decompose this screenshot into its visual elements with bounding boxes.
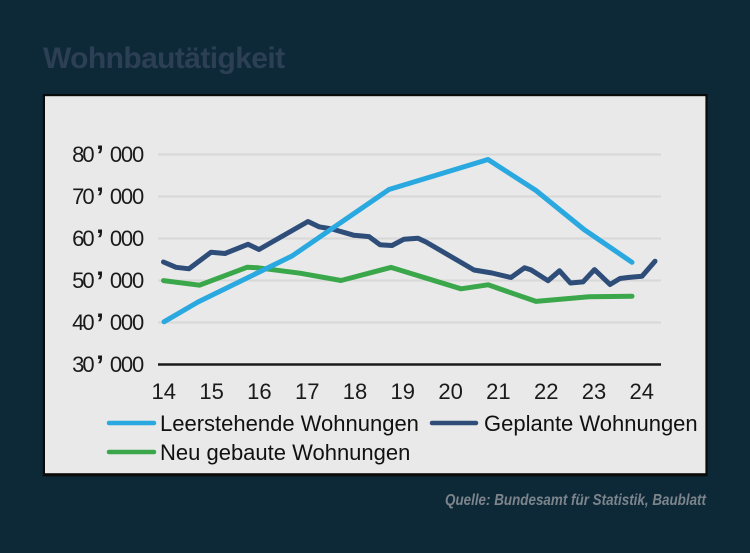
- svg-text:Leerstehende Wohnungen: Leerstehende Wohnungen: [160, 411, 419, 436]
- svg-text:70’000: 70’ 000: [72, 182, 144, 213]
- svg-text:80’000: 80’ 000: [72, 140, 144, 171]
- svg-text:22: 22: [534, 379, 558, 404]
- svg-text:50’000: 50’ 000: [72, 266, 144, 297]
- svg-text:Geplante Wohnungen: Geplante Wohnungen: [484, 411, 698, 436]
- svg-text:23: 23: [582, 379, 606, 404]
- svg-text:15: 15: [199, 379, 223, 404]
- svg-text:Quelle: Bundesamt für Statisti: Quelle: Bundesamt für Statistik, Baublat…: [445, 492, 707, 509]
- svg-text:14: 14: [152, 379, 176, 404]
- svg-text:Wohnbautätigkeit: Wohnbautätigkeit: [43, 42, 285, 75]
- svg-text:30’000: 30’ 000: [72, 350, 144, 381]
- svg-text:60’000: 60’ 000: [72, 224, 144, 255]
- svg-text:40’000: 40’ 000: [72, 308, 144, 339]
- svg-text:20: 20: [438, 379, 462, 404]
- svg-text:Neu gebaute Wohnungen: Neu gebaute Wohnungen: [160, 440, 410, 465]
- svg-text:24: 24: [630, 379, 654, 404]
- svg-text:17: 17: [295, 379, 319, 404]
- svg-text:16: 16: [247, 379, 271, 404]
- svg-text:18: 18: [343, 379, 367, 404]
- svg-text:19: 19: [391, 379, 415, 404]
- svg-text:21: 21: [486, 379, 510, 404]
